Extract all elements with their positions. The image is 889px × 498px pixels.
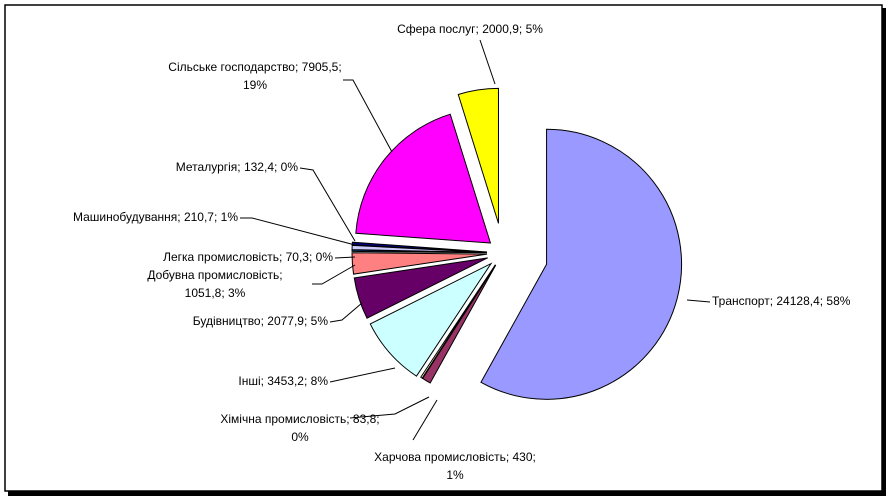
leader-line	[349, 396, 430, 419]
label-line: Машинобудування; 210,7; 1%	[73, 210, 238, 224]
data-label: Інші; 3453,2; 8%	[238, 374, 328, 388]
pie-slice	[420, 264, 496, 379]
label-line: 1051,8; 3%	[185, 286, 246, 300]
data-label: Сфера послуг; 2000,9; 5%	[397, 22, 543, 36]
label-line: 1%	[446, 468, 464, 482]
data-label: Будівництво; 2077,9; 5%	[193, 314, 329, 328]
label-line: 19%	[243, 78, 267, 92]
label-line: Хімічна промисловість; 83,8;	[220, 412, 379, 426]
leader-line	[479, 39, 496, 85]
pie-slice	[369, 262, 493, 377]
data-label: Добувна промисловість; 1051,8; 3%	[147, 268, 282, 300]
chart-frame	[4, 4, 883, 492]
leader-line	[299, 167, 356, 242]
data-label: Хімічна промисловість; 83,8; 0%	[220, 412, 379, 444]
label-line: Транспорт; 24128,4; 58%	[712, 294, 851, 308]
leader-line	[334, 256, 356, 259]
label-line: Добувна промисловість;	[147, 268, 282, 282]
leader-line	[329, 367, 396, 383]
pie-slice	[421, 264, 497, 384]
leader-line	[312, 264, 356, 285]
label-line: Металургія; 132,4; 0%	[176, 160, 299, 174]
leader-line	[686, 299, 711, 303]
data-label: Транспорт; 24128,4; 58%	[712, 294, 851, 308]
label-line: Харчова промисловість; 430;	[374, 450, 536, 464]
label-line: Сфера послуг; 2000,9; 5%	[397, 22, 543, 36]
data-label: Машинобудування; 210,7; 1%	[73, 210, 238, 224]
pie-slice	[355, 113, 492, 244]
leader-line	[329, 302, 363, 323]
pie-slice	[353, 257, 488, 319]
data-label: Металургія; 132,4; 0%	[176, 160, 299, 174]
label-line: 0%	[291, 430, 309, 444]
leader-line	[412, 399, 438, 441]
pie-slice	[351, 252, 488, 275]
label-line: Сільське господарство; 7905,5;	[168, 60, 341, 74]
label-line: Будівництво; 2077,9; 5%	[193, 314, 329, 328]
pie-slice	[351, 241, 488, 253]
data-label: Легка промисловість; 70,3; 0%	[163, 250, 333, 264]
data-label: Сільське господарство; 7905,5; 19%	[168, 60, 341, 92]
leader-line	[343, 79, 393, 153]
leader-line	[240, 217, 356, 246]
pie-slice	[457, 87, 499, 224]
label-line: Інші; 3453,2; 8%	[238, 374, 328, 388]
label-line: Легка промисловість; 70,3; 0%	[163, 250, 333, 264]
data-label: Харчова промисловість; 430; 1%	[374, 450, 536, 482]
pie-slice	[480, 128, 683, 400]
